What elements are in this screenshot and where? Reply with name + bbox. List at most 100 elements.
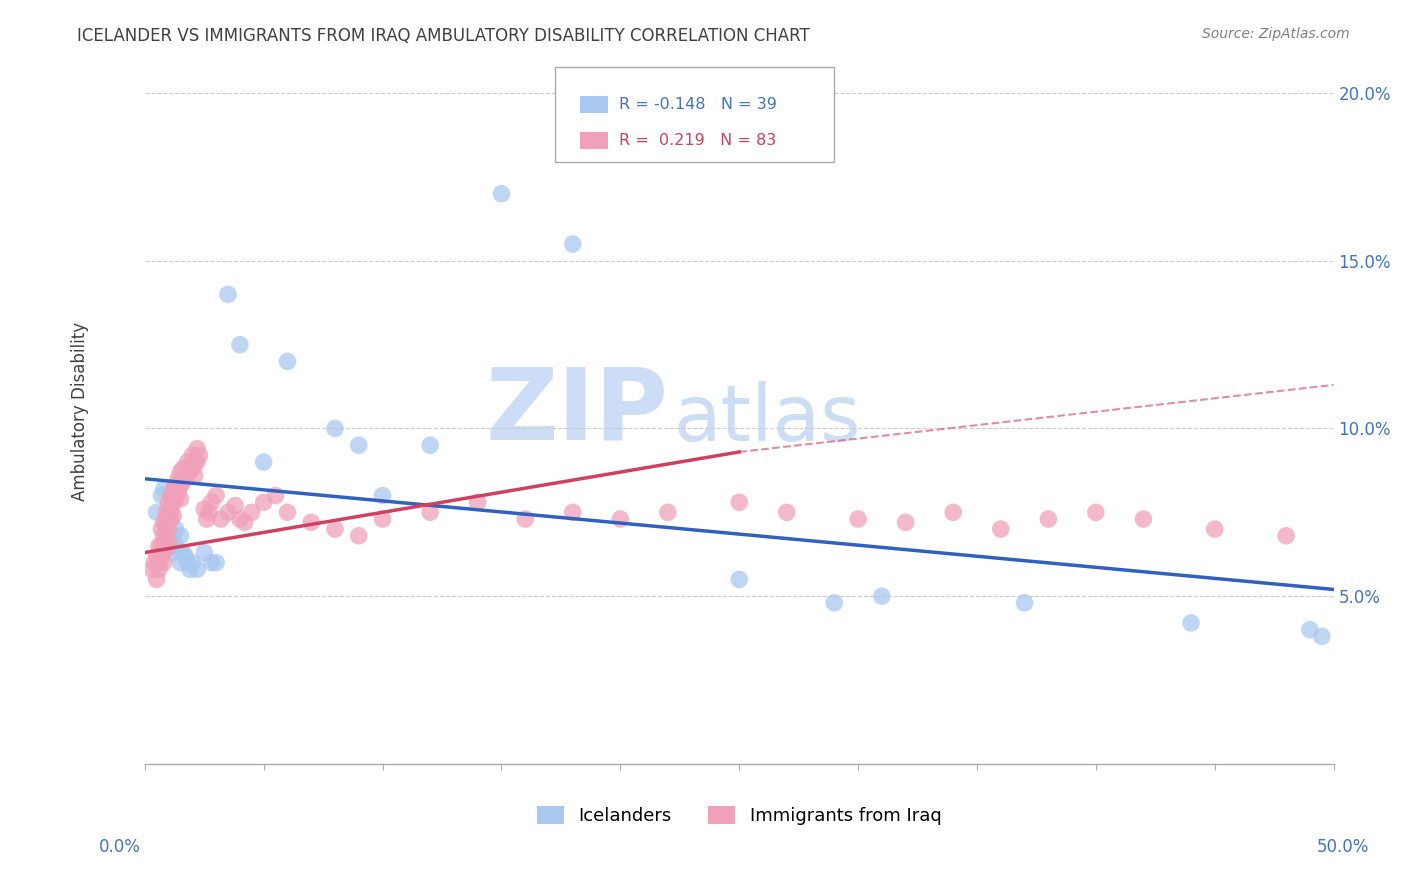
Point xyxy=(169,478,191,492)
Point xyxy=(160,502,183,516)
Point xyxy=(169,491,191,506)
Point xyxy=(179,562,201,576)
Point xyxy=(153,556,176,570)
Point xyxy=(823,596,845,610)
Point xyxy=(167,472,190,486)
Point xyxy=(150,539,173,553)
Point xyxy=(1132,512,1154,526)
Point xyxy=(186,442,208,456)
Point xyxy=(561,505,583,519)
Point xyxy=(609,512,631,526)
Point xyxy=(229,512,252,526)
Point xyxy=(264,489,287,503)
Point xyxy=(347,438,370,452)
Point xyxy=(728,573,751,587)
Point xyxy=(217,287,239,301)
Point xyxy=(165,491,187,506)
Text: ICELANDER VS IMMIGRANTS FROM IRAQ AMBULATORY DISABILITY CORRELATION CHART: ICELANDER VS IMMIGRANTS FROM IRAQ AMBULA… xyxy=(77,27,810,45)
Point xyxy=(657,505,679,519)
Point xyxy=(157,522,180,536)
Point xyxy=(155,516,177,530)
Point xyxy=(205,489,228,503)
Point xyxy=(155,505,177,519)
Point xyxy=(174,549,197,563)
Point xyxy=(491,186,513,201)
Point xyxy=(240,505,263,519)
Text: ZIP: ZIP xyxy=(485,363,668,460)
Point xyxy=(224,499,246,513)
Point xyxy=(153,529,176,543)
Point xyxy=(1038,512,1060,526)
FancyBboxPatch shape xyxy=(579,132,609,149)
Point xyxy=(371,489,394,503)
Point xyxy=(145,549,167,563)
Point xyxy=(162,495,184,509)
Point xyxy=(728,495,751,509)
FancyBboxPatch shape xyxy=(555,67,834,161)
Point xyxy=(153,482,176,496)
Point xyxy=(148,556,170,570)
Point xyxy=(155,542,177,557)
Point xyxy=(153,516,176,530)
Point xyxy=(155,529,177,543)
Point xyxy=(157,495,180,509)
Point xyxy=(148,539,170,553)
Point xyxy=(515,512,537,526)
Point xyxy=(894,516,917,530)
Point xyxy=(169,556,191,570)
Point xyxy=(1299,623,1322,637)
Point xyxy=(776,505,799,519)
Point xyxy=(176,468,198,483)
Point xyxy=(143,556,166,570)
Point xyxy=(200,556,222,570)
Point xyxy=(195,512,218,526)
Point xyxy=(183,468,205,483)
Point xyxy=(179,461,201,475)
Point xyxy=(205,556,228,570)
Point xyxy=(200,495,222,509)
Point xyxy=(141,562,163,576)
Point xyxy=(169,529,191,543)
Point xyxy=(165,522,187,536)
Point xyxy=(1014,596,1036,610)
Point xyxy=(561,237,583,252)
Point xyxy=(1084,505,1107,519)
Point xyxy=(148,562,170,576)
Point xyxy=(419,505,441,519)
Point xyxy=(193,502,215,516)
Point xyxy=(990,522,1012,536)
Point xyxy=(165,539,187,553)
Text: 0.0%: 0.0% xyxy=(98,838,141,855)
Point xyxy=(347,529,370,543)
Point xyxy=(198,505,221,519)
Point xyxy=(155,522,177,536)
Point xyxy=(145,573,167,587)
Y-axis label: Ambulatory Disability: Ambulatory Disability xyxy=(72,322,89,501)
Point xyxy=(157,512,180,526)
Point xyxy=(1275,529,1298,543)
Point xyxy=(160,489,183,503)
Point xyxy=(188,448,211,462)
Point xyxy=(172,545,194,559)
Point xyxy=(160,539,183,553)
Point xyxy=(157,508,180,523)
Text: Source: ZipAtlas.com: Source: ZipAtlas.com xyxy=(1202,27,1350,41)
Point xyxy=(145,505,167,519)
Point xyxy=(467,495,489,509)
Point xyxy=(371,512,394,526)
Point xyxy=(1204,522,1226,536)
Point xyxy=(193,545,215,559)
Point xyxy=(165,478,187,492)
Point xyxy=(186,455,208,469)
Point xyxy=(176,455,198,469)
Point xyxy=(276,354,298,368)
Point xyxy=(172,475,194,490)
Point xyxy=(150,549,173,563)
Point xyxy=(157,535,180,549)
Point xyxy=(167,485,190,500)
Point xyxy=(150,522,173,536)
Point xyxy=(160,512,183,526)
Point xyxy=(323,421,346,435)
Text: 50.0%: 50.0% xyxy=(1316,838,1369,855)
Point xyxy=(870,589,893,603)
